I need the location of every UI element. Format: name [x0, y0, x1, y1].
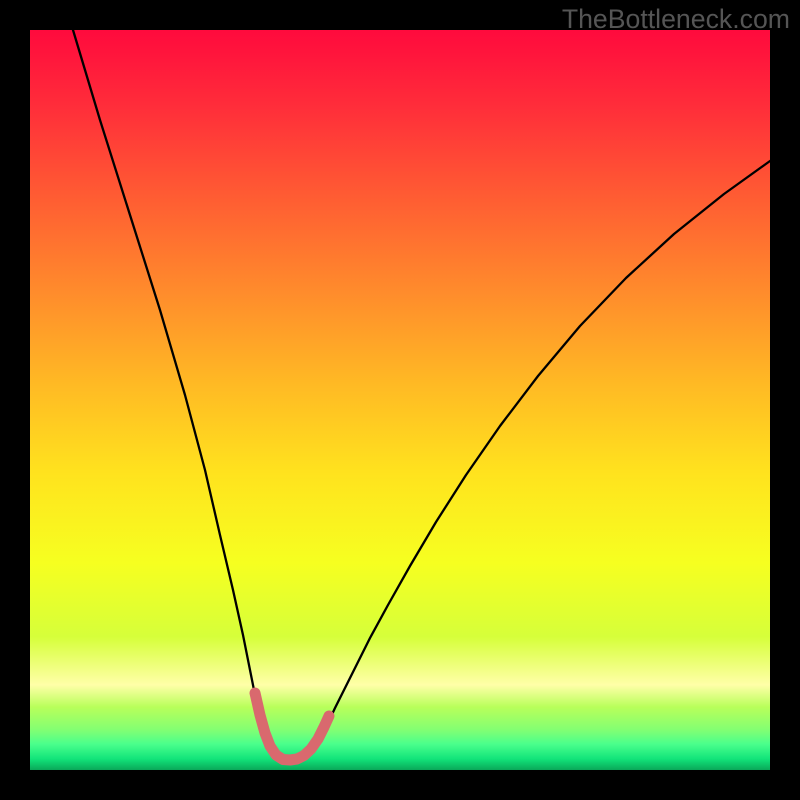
bottleneck-chart: [0, 0, 800, 800]
plot-background: [30, 30, 770, 770]
chart-frame: TheBottleneck.com: [0, 0, 800, 800]
